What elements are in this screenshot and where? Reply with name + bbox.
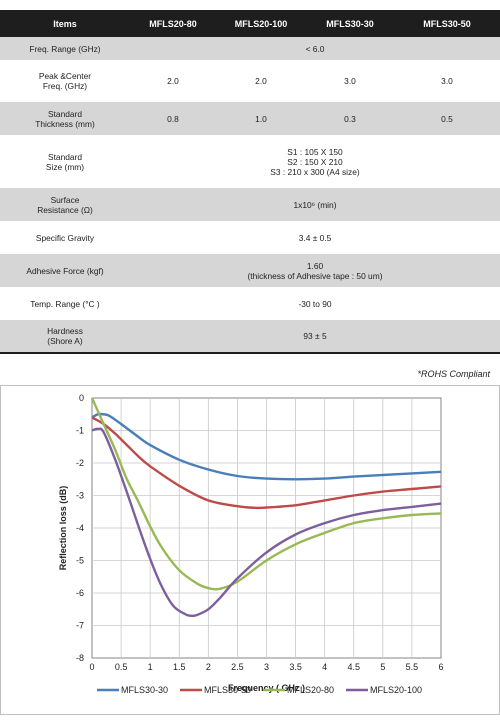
x-tick-label: 1 — [148, 662, 153, 672]
spec-item-label: Specific Gravity — [0, 221, 130, 254]
spec-row: Surface Resistance (Ω) 1x10⁶ (min) — [0, 188, 500, 221]
spec-row: Peak &Center Freq. (GHz) 2.0 2.0 3.0 3.0 — [0, 60, 500, 102]
y-tick-label: -8 — [76, 653, 84, 663]
spec-value: 1.0 — [216, 102, 306, 135]
spec-item-label: Peak &Center Freq. (GHz) — [0, 60, 130, 102]
x-tick-label: 2.5 — [231, 662, 244, 672]
series-line-mfls30-30 — [91, 412, 442, 481]
spec-item-label: Standard Size (mm) — [0, 135, 130, 188]
spec-row: Standard Size (mm) S1 : 105 X 150 S2 : 15… — [0, 135, 500, 188]
spec-row: Adhesive Force (kgf) 1.60 (thickness of A… — [0, 254, 500, 287]
y-tick-label: -7 — [76, 621, 84, 631]
spec-item-label: Adhesive Force (kgf) — [0, 254, 130, 287]
spec-row: Freq. Range (GHz) < 6.0 — [0, 37, 500, 60]
spec-row: Temp. Range (°C ) -30 to 90 — [0, 287, 500, 320]
legend-label: MFLS30-30 — [121, 685, 168, 695]
x-tick-label: 1.5 — [173, 662, 186, 672]
spec-value: < 6.0 — [130, 37, 500, 60]
x-tick-label: 2 — [206, 662, 211, 672]
spec-value: 1x10⁶ (min) — [130, 188, 500, 221]
x-tick-label: 4 — [322, 662, 327, 672]
y-tick-label: -3 — [76, 491, 84, 501]
spec-value: -30 to 90 — [130, 287, 500, 320]
legend-label: MFLS20-80 — [287, 685, 334, 695]
header-mfls20-100: MFLS20-100 — [216, 10, 306, 37]
spec-value: 0.3 — [306, 102, 394, 135]
x-tick-label: 5 — [380, 662, 385, 672]
spec-item-label: Surface Resistance (Ω) — [0, 188, 130, 221]
spec-item-label: Temp. Range (°C ) — [0, 287, 130, 320]
y-tick-label: -6 — [76, 588, 84, 598]
chart-panel: 0 0.5 1 1.5 2 2.5 3 3.5 4 4.5 5 5.5 6 0 -1 -2 -3 -4 -5 -6 -7… — [0, 385, 500, 715]
x-tick-label: 0 — [89, 662, 94, 672]
spec-header-row: Items MFLS20-80 MFLS20-100 MFLS30-30 MFL… — [0, 10, 500, 37]
spec-value: 2.0 — [130, 60, 216, 102]
spec-row: Hardness (Shore A) 93 ± 5 — [0, 320, 500, 354]
series-line-mfls20-80 — [90, 397, 442, 591]
reflection-loss-chart: 0 0.5 1 1.5 2 2.5 3 3.5 4 4.5 5 5.5 6 0 -1 -2 -3 -4 -5 -6 -7… — [0, 385, 500, 715]
spec-value: 93 ± 5 — [130, 320, 500, 354]
spec-value: 2.0 — [216, 60, 306, 102]
header-items: Items — [0, 10, 130, 37]
y-tick-label: 0 — [79, 393, 84, 403]
series-line-mfls30-50 — [91, 416, 442, 510]
spec-value: 0.5 — [394, 102, 500, 135]
header-mfls30-30: MFLS30-30 — [306, 10, 394, 37]
rohs-note: *ROHS Compliant — [417, 369, 490, 379]
spec-item-label: Hardness (Shore A) — [0, 320, 130, 354]
spec-item-label: Standard Thickness (mm) — [0, 102, 130, 135]
x-tick-label: 5.5 — [406, 662, 419, 672]
x-tick-label: 6 — [438, 662, 443, 672]
series-line-mfls20-100 — [91, 427, 442, 618]
legend-label: MFLS20-100 — [370, 685, 422, 695]
x-tick-label: 0.5 — [115, 662, 128, 672]
y-tick-label: -2 — [76, 458, 84, 468]
x-tick-label: 4.5 — [347, 662, 360, 672]
y-axis-title: Reflection loss (dB) — [58, 486, 68, 571]
spec-value: 1.60 (thickness of Adhesive tape : 50 um… — [130, 254, 500, 287]
header-mfls20-80: MFLS20-80 — [130, 10, 216, 37]
y-tick-label: -4 — [76, 523, 84, 533]
spec-row: Specific Gravity 3.4 ± 0.5 — [0, 221, 500, 254]
x-axis-title: Frequency ( GHz ) — [228, 683, 305, 693]
spec-value: 3.0 — [394, 60, 500, 102]
spec-value: 0.8 — [130, 102, 216, 135]
spec-value: 3.4 ± 0.5 — [130, 221, 500, 254]
spec-item-label: Freq. Range (GHz) — [0, 37, 130, 60]
x-tick-label: 3 — [264, 662, 269, 672]
spec-row: Standard Thickness (mm) 0.8 1.0 0.3 0.5 — [0, 102, 500, 135]
y-tick-label: -5 — [76, 556, 84, 566]
spec-table: Items MFLS20-80 MFLS20-100 MFLS30-30 MFL… — [0, 10, 500, 354]
header-mfls30-50: MFLS30-50 — [394, 10, 500, 37]
legend-label: MFLS30-50 — [204, 685, 251, 695]
y-tick-label: -1 — [76, 426, 84, 436]
spec-value: 3.0 — [306, 60, 394, 102]
x-tick-label: 3.5 — [289, 662, 302, 672]
spec-value: S1 : 105 X 150 S2 : 150 X 210 S3 : 210 x… — [130, 135, 500, 188]
